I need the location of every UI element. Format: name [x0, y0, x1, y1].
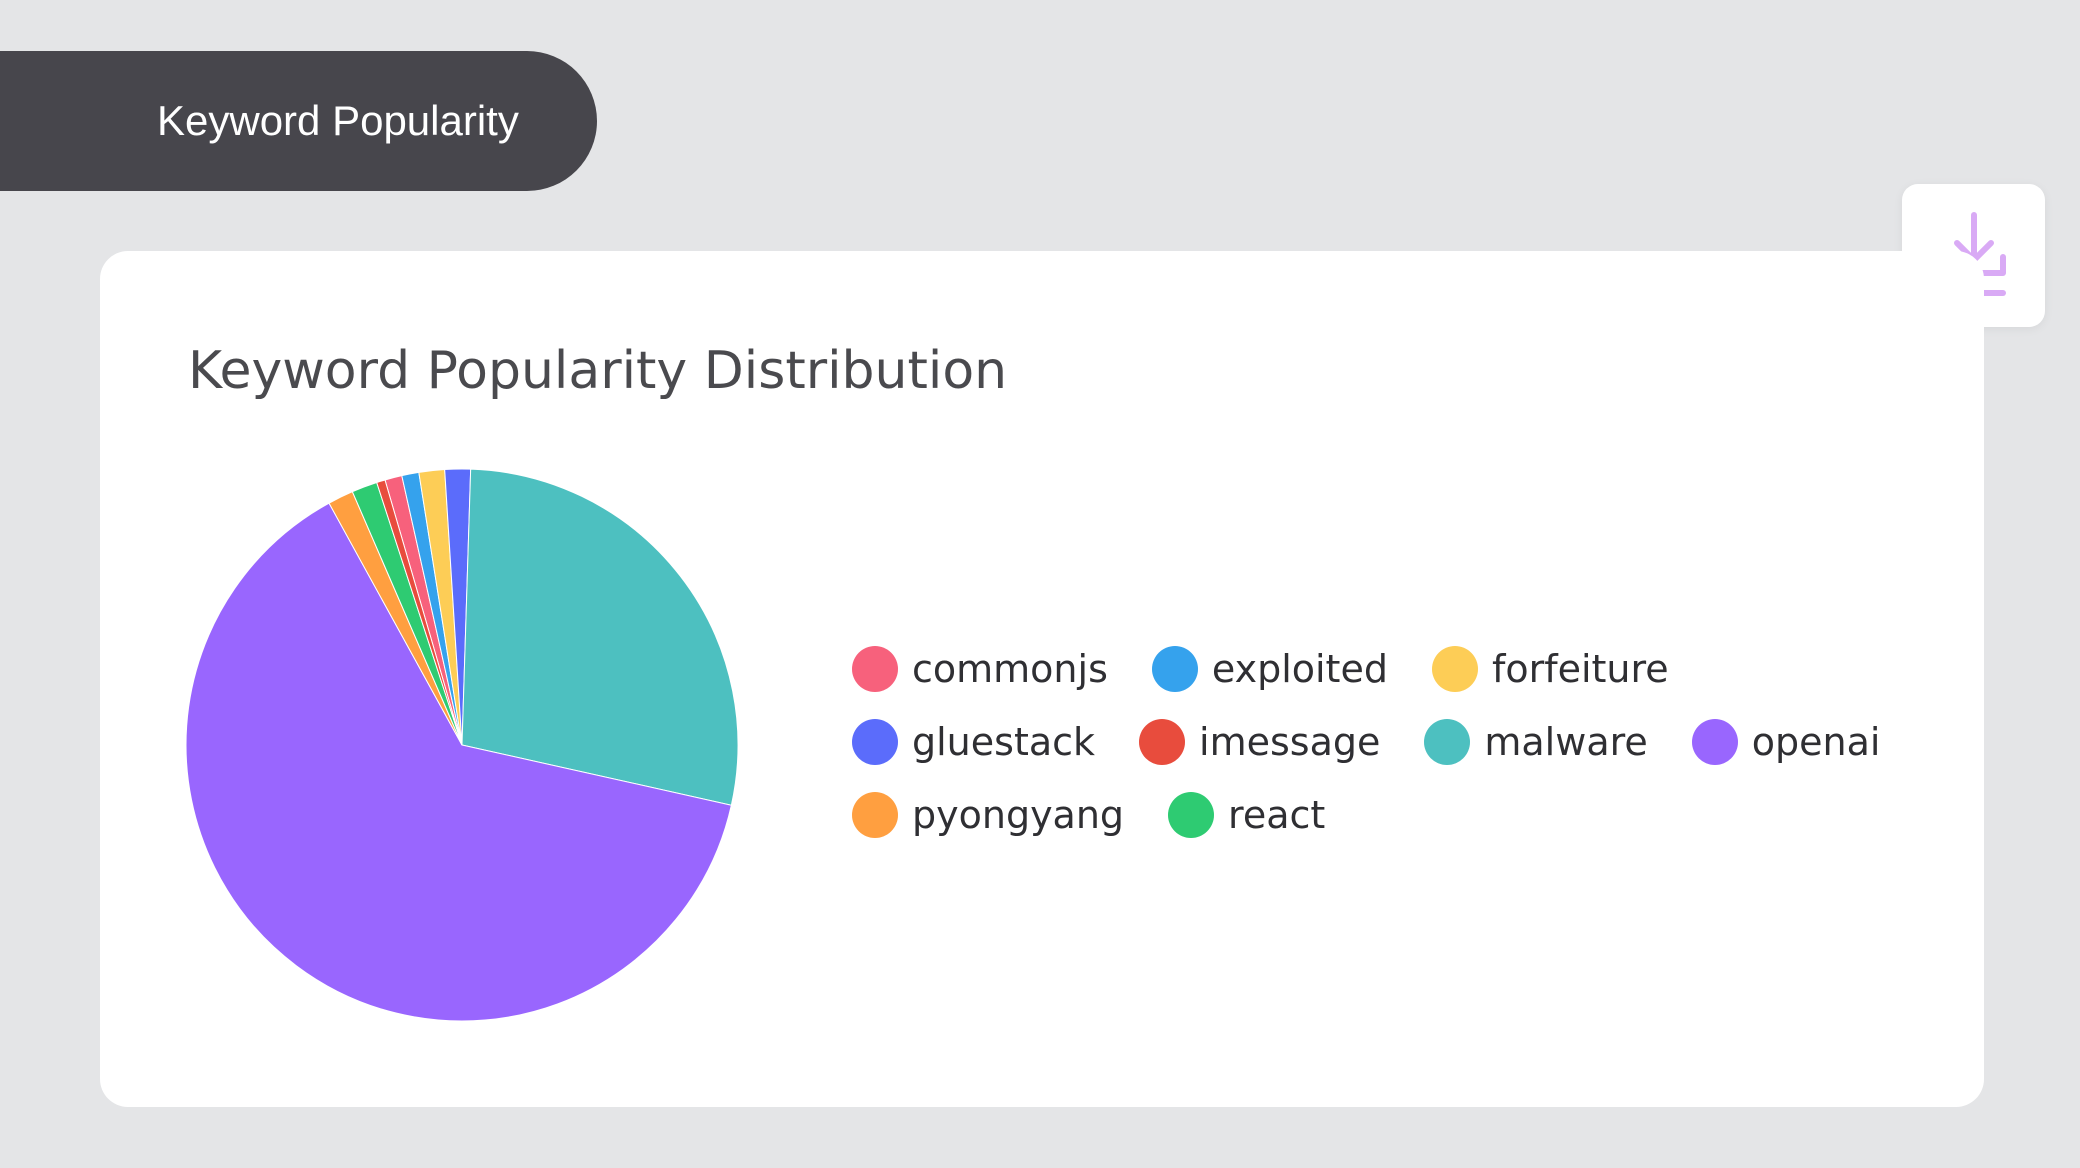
- legend-swatch: [852, 646, 898, 692]
- legend-swatch: [1424, 719, 1471, 765]
- legend-label: pyongyang: [912, 793, 1125, 837]
- legend-label: exploited: [1211, 647, 1388, 691]
- chart-card: Keyword Popularity Distribution commonjs…: [100, 251, 1984, 1107]
- pie-slice-openai[interactable]: [185, 502, 732, 1022]
- legend-item-gluestack[interactable]: gluestack: [852, 719, 1095, 765]
- legend-label: react: [1228, 793, 1326, 837]
- legend-label: malware: [1484, 720, 1648, 764]
- legend-item-pyongyang[interactable]: pyongyang: [852, 792, 1124, 838]
- chart-title: Keyword Popularity Distribution: [188, 341, 1008, 401]
- legend-item-forfeiture[interactable]: forfeiture: [1431, 646, 1669, 692]
- legend-swatch: [852, 719, 898, 765]
- legend-swatch: [1168, 792, 1215, 838]
- legend-item-exploited[interactable]: exploited: [1151, 646, 1388, 692]
- legend-item-imessage[interactable]: imessage: [1139, 719, 1380, 765]
- legend-item-commonjs[interactable]: commonjs: [852, 646, 1108, 692]
- pie-chart: [185, 468, 739, 1022]
- legend-label: imessage: [1199, 720, 1381, 764]
- legend-swatch: [1691, 719, 1738, 765]
- chart-legend: commonjs exploited forfeiture gluestack imes…: [852, 646, 1962, 838]
- legend-label: openai: [1751, 720, 1881, 764]
- legend-label: forfeiture: [1491, 647, 1669, 691]
- pie-slice-malware[interactable]: [461, 468, 739, 806]
- legend-item-openai[interactable]: openai: [1691, 719, 1881, 765]
- legend-item-react[interactable]: react: [1168, 792, 1325, 838]
- header-title: Keyword Popularity: [157, 97, 519, 144]
- legend-swatch: [1431, 646, 1478, 692]
- legend-label: commonjs: [912, 647, 1108, 691]
- header-tab: Keyword Popularity: [0, 51, 597, 191]
- legend-swatch: [1139, 719, 1186, 765]
- legend-swatch: [852, 792, 898, 838]
- legend-label: gluestack: [912, 720, 1096, 764]
- pie-slice-imessage[interactable]: [376, 479, 463, 746]
- legend-item-malware[interactable]: malware: [1424, 719, 1648, 765]
- legend-swatch: [1151, 646, 1198, 692]
